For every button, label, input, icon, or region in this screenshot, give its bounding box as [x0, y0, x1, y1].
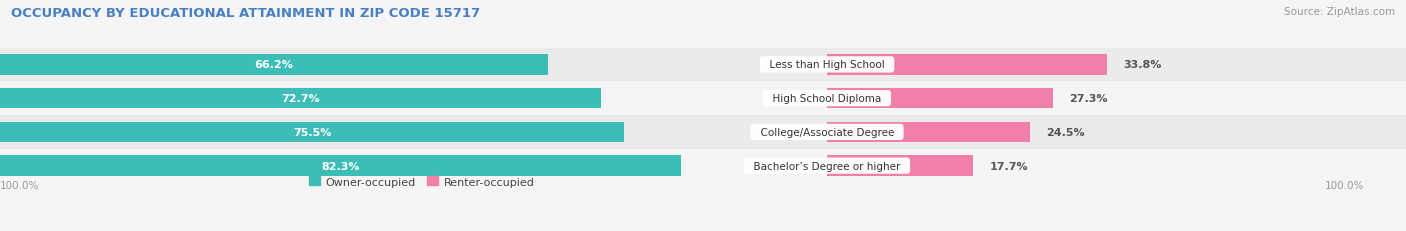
Text: 27.3%: 27.3% [1070, 94, 1108, 104]
Bar [0, 89, 602, 109]
Text: Less than High School: Less than High School [763, 60, 891, 70]
Bar [827, 122, 1029, 142]
Text: 66.2%: 66.2% [254, 60, 294, 70]
Bar [0, 48, 1406, 82]
Bar [0, 122, 624, 142]
Bar [0, 82, 1406, 116]
Text: 100.0%: 100.0% [0, 180, 39, 190]
Bar [827, 89, 1053, 109]
Text: 82.3%: 82.3% [321, 161, 360, 171]
Text: 24.5%: 24.5% [1046, 127, 1085, 137]
Legend: Owner-occupied, Renter-occupied: Owner-occupied, Renter-occupied [305, 172, 538, 191]
Text: 72.7%: 72.7% [281, 94, 321, 104]
Bar [0, 116, 1406, 149]
Text: 17.7%: 17.7% [990, 161, 1029, 171]
Text: 100.0%: 100.0% [1326, 180, 1365, 190]
Bar [827, 55, 1107, 75]
Bar [827, 156, 973, 176]
Text: High School Diploma: High School Diploma [766, 94, 889, 104]
Text: OCCUPANCY BY EDUCATIONAL ATTAINMENT IN ZIP CODE 15717: OCCUPANCY BY EDUCATIONAL ATTAINMENT IN Z… [11, 7, 481, 20]
Bar [0, 156, 681, 176]
Text: 75.5%: 75.5% [292, 127, 332, 137]
Text: Bachelor’s Degree or higher: Bachelor’s Degree or higher [747, 161, 907, 171]
Bar [0, 149, 1406, 183]
Text: 33.8%: 33.8% [1123, 60, 1161, 70]
Text: Source: ZipAtlas.com: Source: ZipAtlas.com [1284, 7, 1395, 17]
Text: College/Associate Degree: College/Associate Degree [754, 127, 900, 137]
Bar [0, 55, 547, 75]
